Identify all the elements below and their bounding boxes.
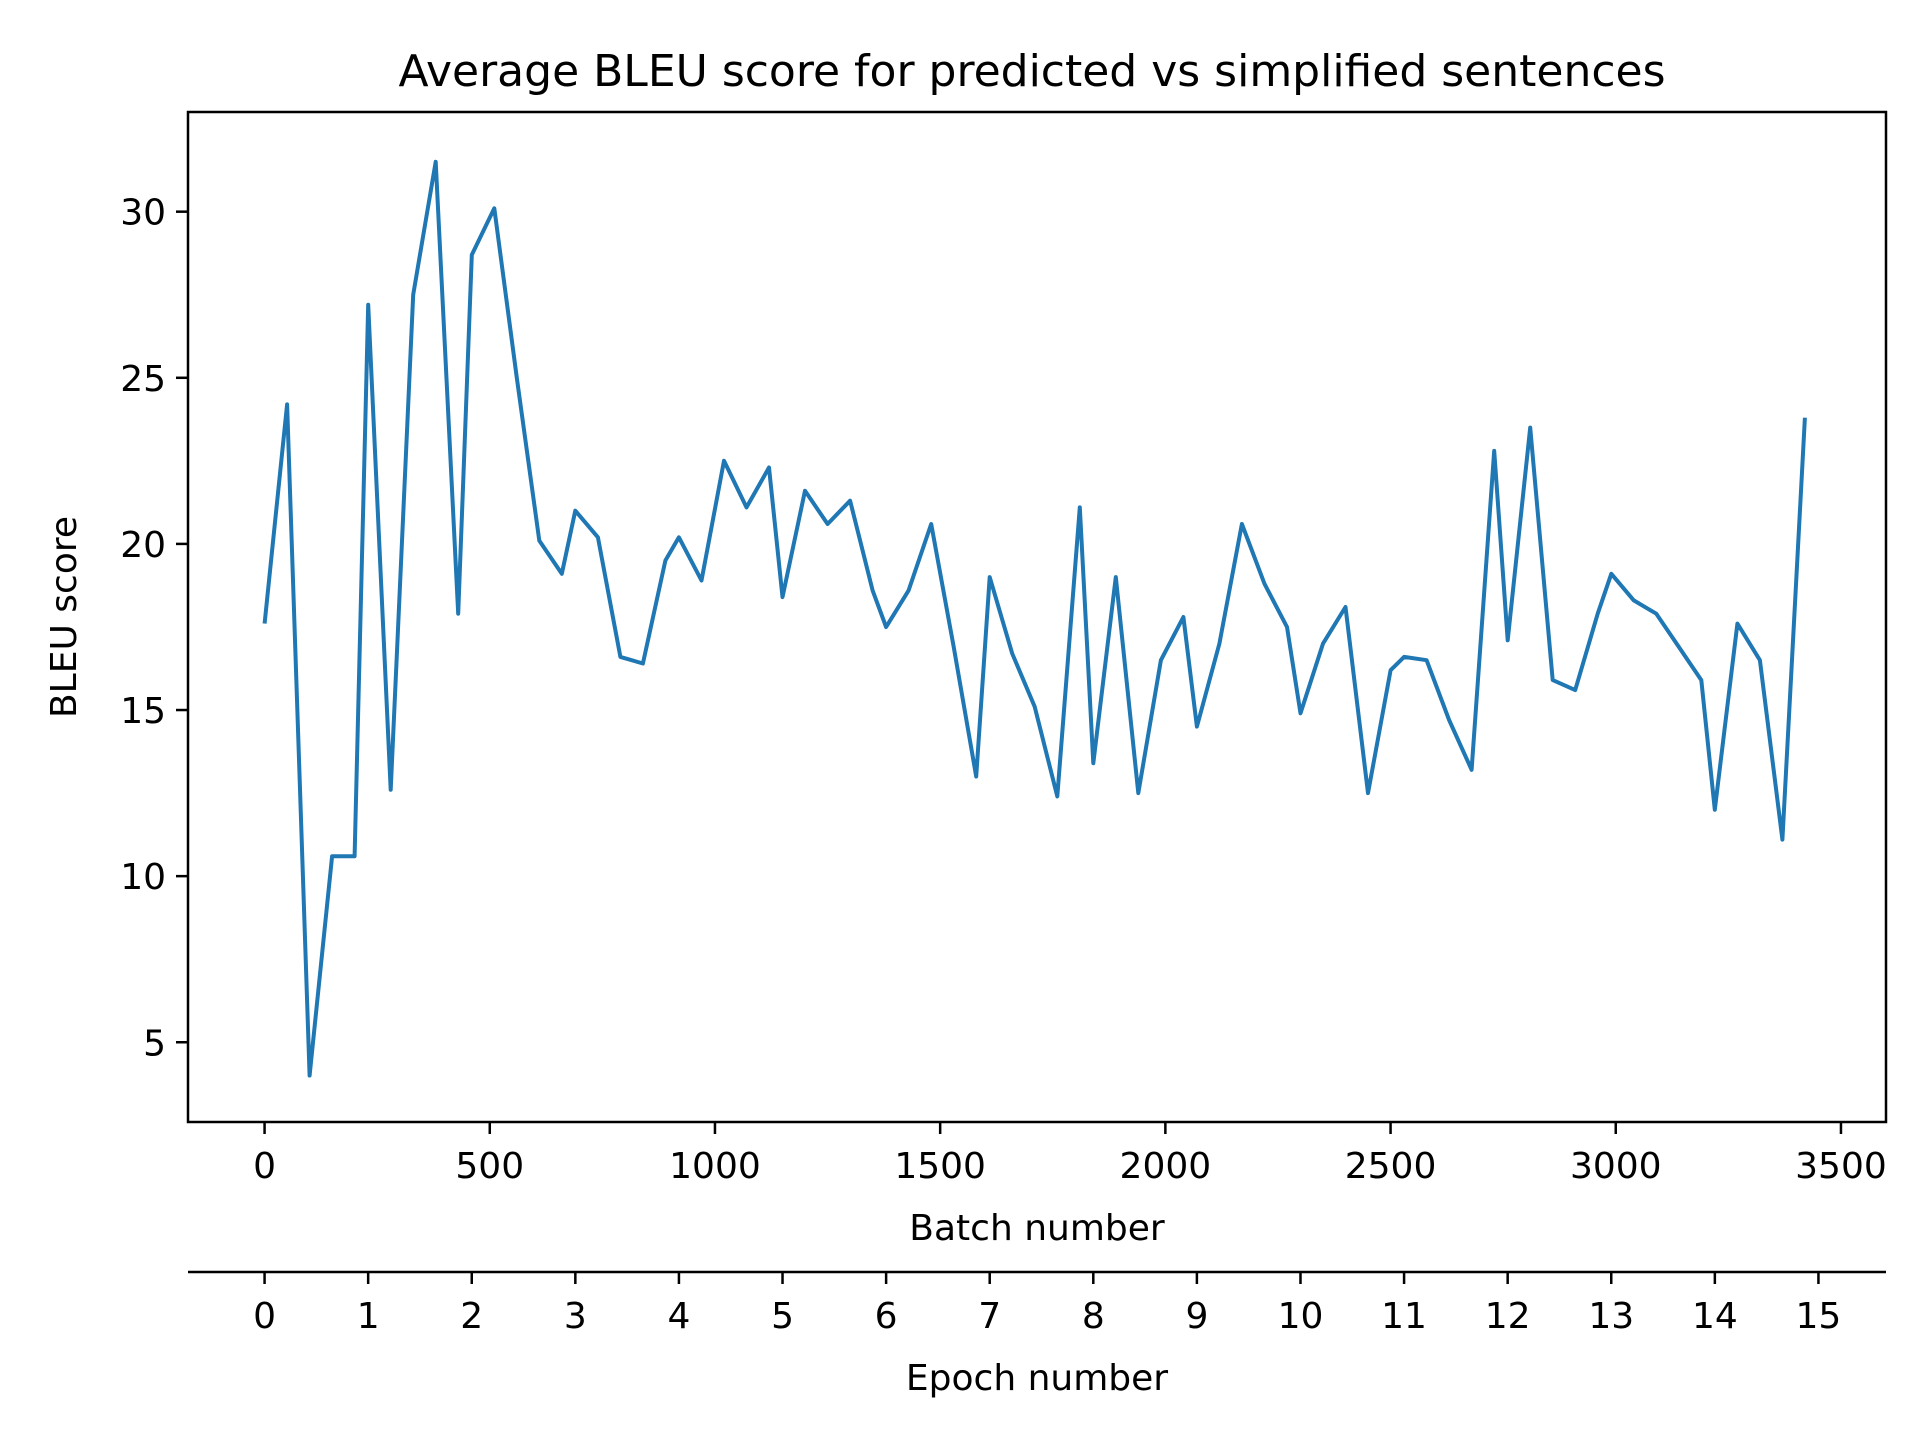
epoch-tick-label: 4 <box>667 1296 690 1337</box>
y-tick-label: 25 <box>120 359 166 400</box>
epoch-tick-label: 1 <box>357 1296 380 1337</box>
x-tick-label: 500 <box>455 1146 524 1187</box>
y-tick-label: 20 <box>120 525 166 566</box>
x-tick-label: 0 <box>253 1146 276 1187</box>
series-line-0 <box>262 159 1807 1078</box>
chart-title: Average BLEU score for predicted vs simp… <box>398 46 1665 97</box>
epoch-tick-label: 2 <box>460 1296 483 1337</box>
y-axis-label: BLEU score <box>44 516 85 718</box>
epoch-tick-label: 11 <box>1381 1296 1427 1337</box>
epoch-tick-label: 0 <box>253 1296 276 1337</box>
epoch-tick-label: 6 <box>875 1296 898 1337</box>
x-axis-label: Batch number <box>909 1208 1165 1249</box>
epoch-tick-label: 10 <box>1278 1296 1324 1337</box>
y-tick-label: 15 <box>120 691 166 732</box>
epoch-tick-label: 12 <box>1485 1296 1531 1337</box>
epoch-tick-label: 8 <box>1082 1296 1105 1337</box>
epoch-tick-label: 7 <box>978 1296 1001 1337</box>
x-tick-label: 1000 <box>669 1146 761 1187</box>
x-tick-label: 3000 <box>1570 1146 1662 1187</box>
x-axis-batch: 0 500 1000 1500 2000 2500 3000 3500 <box>253 1122 1887 1187</box>
epoch-tick-label: 14 <box>1692 1296 1738 1337</box>
epoch-tick-label: 15 <box>1796 1296 1842 1337</box>
secondary-x-axis-label: Epoch number <box>906 1358 1168 1399</box>
x-tick-label: 1500 <box>894 1146 986 1187</box>
y-tick-label: 30 <box>120 193 166 234</box>
x-tick-label: 2000 <box>1120 1146 1212 1187</box>
y-tick-label: 10 <box>120 857 166 898</box>
epoch-tick-label: 13 <box>1588 1296 1634 1337</box>
x-tick-label: 3500 <box>1795 1146 1887 1187</box>
y-axis: 5 10 15 20 25 30 <box>120 193 188 1064</box>
x-axis-epoch: 0 1 2 3 4 5 6 7 8 9 10 11 12 13 14 15 <box>188 1270 1886 1337</box>
plot-frame <box>186 110 1888 1124</box>
plot-area <box>262 159 1807 1078</box>
epoch-tick-label: 3 <box>564 1296 587 1337</box>
epoch-tick-label: 5 <box>771 1296 794 1337</box>
epoch-tick-label: 9 <box>1185 1296 1208 1337</box>
x-tick-label: 2500 <box>1345 1146 1437 1187</box>
y-tick-label: 5 <box>143 1023 166 1064</box>
